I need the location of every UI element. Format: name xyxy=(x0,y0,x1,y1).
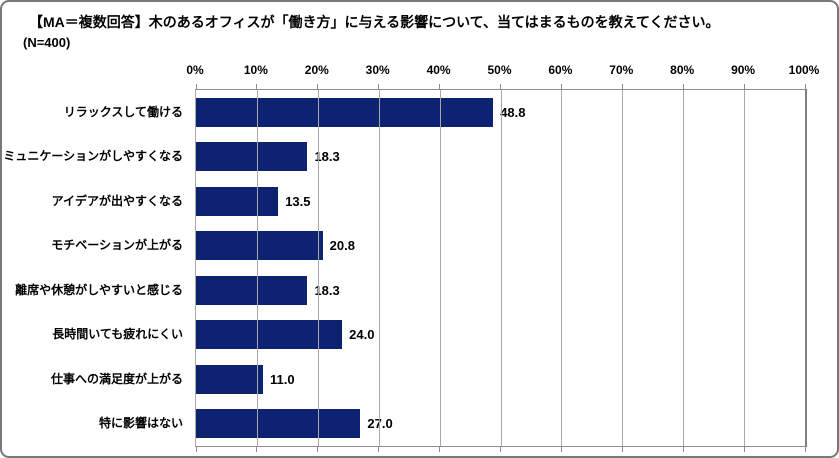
gridline xyxy=(622,90,624,446)
x-axis-tick-label: 60% xyxy=(548,63,573,77)
bar-value-label: 18.3 xyxy=(314,149,340,165)
axis-tick-mark xyxy=(743,84,745,89)
x-axis-tick-label: 80% xyxy=(670,63,695,77)
axis-tick-mark xyxy=(195,447,197,452)
x-axis-tick-label: 90% xyxy=(731,63,756,77)
category-label: 離席や休憩がしやすいと感じる xyxy=(15,282,183,297)
category-label: アイデアが出やすくなる xyxy=(51,193,183,208)
plot-area: 48.8 18.3 13.5 20.8 18.3 24.0 11.0 27.0 xyxy=(195,84,807,452)
x-axis-tick-label: 0% xyxy=(186,63,204,77)
bar-value-label: 20.8 xyxy=(329,238,355,254)
axis-tick-mark xyxy=(682,84,684,89)
axis-tick-mark xyxy=(743,447,745,452)
gridline xyxy=(378,90,380,446)
axis-tick-mark xyxy=(560,447,562,452)
bar-value-label: 24.0 xyxy=(349,327,375,343)
bar-row: 18.3 xyxy=(196,268,805,313)
x-axis-tick-label: 70% xyxy=(609,63,634,77)
axis-tick-mark xyxy=(621,447,623,452)
axis-tick-mark xyxy=(621,84,623,89)
x-axis-tick-label: 20% xyxy=(304,63,329,77)
bar xyxy=(196,186,279,216)
x-axis-tick-label: 40% xyxy=(426,63,451,77)
bar-value-label: 11.0 xyxy=(269,371,295,387)
gridline xyxy=(317,90,319,446)
gridline xyxy=(439,90,441,446)
bar-value-label: 18.3 xyxy=(314,282,340,298)
bar-value-label: 48.8 xyxy=(500,104,526,120)
x-axis-tick-label: 50% xyxy=(487,63,512,77)
axis-tick-mark xyxy=(256,447,258,452)
bar-row: 20.8 xyxy=(196,224,805,269)
category-label: リラックスして働ける xyxy=(63,104,183,119)
bar xyxy=(196,142,308,172)
axis-tick-mark xyxy=(439,447,441,452)
category-label: 長時間いても疲れにくい xyxy=(52,327,183,342)
gridline xyxy=(561,90,563,446)
bar-row: 48.8 xyxy=(196,90,805,135)
bar xyxy=(196,275,308,305)
axis-tick-mark xyxy=(256,84,258,89)
category-label: 特に影響はない xyxy=(98,416,183,431)
chart-title: 【MA＝複数回答】木のあるオフィスが「働き方」に与える影響について、当てはまるも… xyxy=(29,14,720,30)
x-axis-tick-label: 100% xyxy=(788,63,820,77)
axis-tick-mark xyxy=(500,447,501,452)
axis-tick-mark xyxy=(317,447,319,452)
axis-tick-mark xyxy=(378,447,380,452)
bar xyxy=(196,409,361,439)
bar-row: 11.0 xyxy=(196,357,805,402)
gridline xyxy=(256,90,258,446)
x-axis-tick-labels: 0% 10% 20% 30% 40% 50% 60% 70% 80% 90% 100% xyxy=(186,63,819,79)
category-label: 仕事への満足度が上がる xyxy=(50,371,183,386)
sample-size-label: (N=400) xyxy=(23,35,71,50)
bar xyxy=(196,364,263,394)
bar xyxy=(196,320,343,350)
axis-tick-mark xyxy=(378,84,380,89)
x-axis-tick-label: 30% xyxy=(365,63,390,77)
axis-tick-mark xyxy=(682,447,684,452)
x-axis-tick-label: 10% xyxy=(243,63,268,77)
axis-tick-mark xyxy=(195,84,197,89)
bar-row: 27.0 xyxy=(196,402,805,447)
category-labels: リラックスして働けるコミュニケーションがしやすくなるアイデアが出やすくなる モチベ… xyxy=(2,89,189,445)
axis-tick-mark xyxy=(804,447,806,452)
bar-value-label: 13.5 xyxy=(285,193,311,209)
gridline xyxy=(744,90,746,446)
gridline xyxy=(500,90,502,446)
axis-tick-mark xyxy=(439,84,441,89)
category-label: コミュニケーションがしやすくなる xyxy=(0,149,183,164)
bar-row: 13.5 xyxy=(196,179,805,224)
gridline xyxy=(683,90,685,446)
bar-value-label: 27.0 xyxy=(367,416,393,432)
category-label: モチベーションが上がる xyxy=(51,238,183,253)
axis-tick-mark xyxy=(500,84,501,89)
bar xyxy=(196,97,494,127)
axis-tick-mark xyxy=(560,84,562,89)
axis-tick-mark xyxy=(804,84,806,89)
axis-tick-mark xyxy=(317,84,319,89)
bar xyxy=(196,231,323,261)
bar-row: 18.3 xyxy=(196,135,805,180)
